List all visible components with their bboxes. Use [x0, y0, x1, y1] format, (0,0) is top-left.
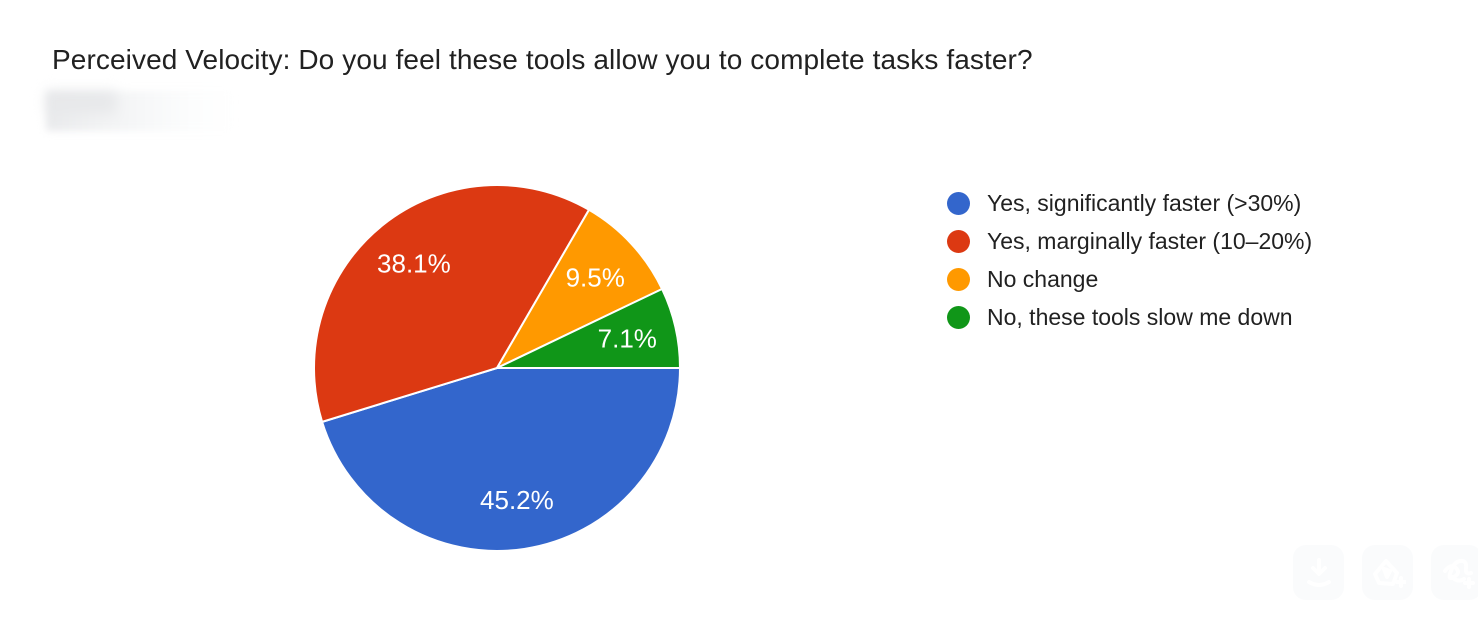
scribble-plus-icon	[1442, 558, 1475, 589]
pie-slice[interactable]	[321, 367, 681, 552]
legend-label: No, these tools slow me down	[987, 303, 1293, 330]
redacted-response-count	[46, 91, 234, 131]
legend-label: Yes, significantly faster (>30%)	[987, 189, 1302, 216]
legend-item: No, these tools slow me down	[947, 298, 1312, 336]
triangle-add-button[interactable]	[1362, 545, 1413, 600]
triangle-plus-icon	[1372, 558, 1406, 588]
legend-color-dot	[947, 305, 970, 329]
pie-slice[interactable]	[313, 184, 590, 423]
download-icon	[1306, 557, 1331, 587]
pie-slice-label: 38.1%	[377, 248, 451, 278]
legend-item: Yes, significantly faster (>30%)	[947, 184, 1312, 222]
legend-item: Yes, marginally faster (10–20%)	[947, 222, 1312, 260]
pie-slice[interactable]	[496, 208, 664, 369]
legend-label: No change	[987, 265, 1099, 292]
download-button[interactable]	[1293, 545, 1344, 600]
legend-color-dot	[947, 267, 970, 291]
legend-color-dot	[947, 191, 970, 215]
pie-slice[interactable]	[496, 287, 681, 369]
scribble-add-button[interactable]	[1431, 545, 1478, 600]
chart-title: Perceived Velocity: Do you feel these to…	[52, 44, 1033, 75]
pie-slice-label: 9.5%	[566, 262, 625, 292]
legend-color-dot	[947, 229, 970, 253]
overlay-toolbar	[1293, 545, 1478, 600]
legend-label: Yes, marginally faster (10–20%)	[987, 227, 1313, 254]
pie-slice-label: 7.1%	[598, 323, 657, 353]
legend-item: No change	[947, 260, 1312, 298]
pie-slice-label: 45.2%	[480, 485, 554, 515]
chart-legend: Yes, significantly faster (>30%) Yes, mar…	[947, 184, 1312, 336]
pie-chart: 45.2% 38.1% 9.5% 7.1%	[310, 181, 684, 555]
